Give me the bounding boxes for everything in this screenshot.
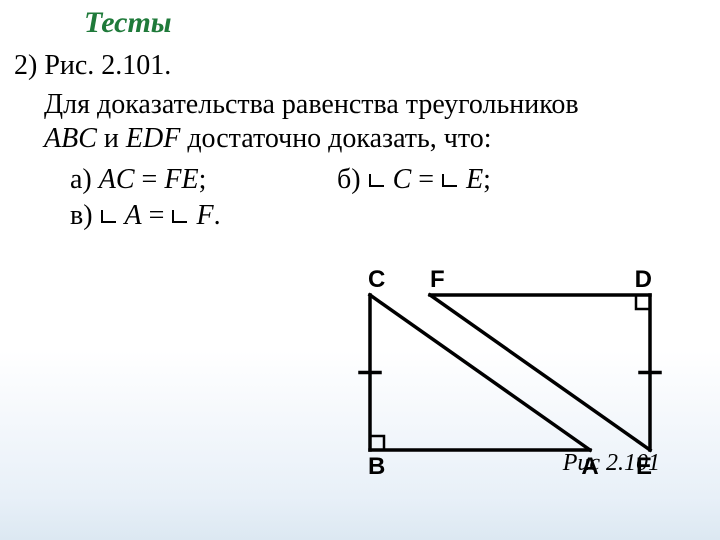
opt-b-end: ; bbox=[483, 164, 491, 195]
svg-text:C: C bbox=[368, 266, 385, 293]
svg-text:B: B bbox=[368, 453, 385, 480]
problem-number: 2) Рис. 2.101. bbox=[14, 50, 171, 82]
opt-a-prefix: а) bbox=[70, 164, 99, 195]
opt-c-end: . bbox=[214, 200, 221, 231]
opt-a-lhs: AC bbox=[99, 164, 135, 195]
angle-icon bbox=[368, 174, 386, 188]
opt-c-lhs: A bbox=[125, 200, 142, 231]
angle-icon bbox=[441, 174, 459, 188]
text-and: и bbox=[97, 123, 126, 154]
figure-wrap: CFDBAE Рис 2.101 bbox=[330, 255, 690, 485]
triangle-abc: ABC bbox=[44, 123, 97, 154]
opt-b-prefix: б) bbox=[337, 164, 368, 195]
problem-text: Для доказательства равенства треугольник… bbox=[44, 88, 708, 155]
options-block: а) AC = FE; б) C = E; в) A = F. bbox=[70, 164, 491, 236]
opt-a-rhs: FE bbox=[164, 164, 198, 195]
opt-a-eq: = bbox=[135, 164, 165, 195]
angle-icon bbox=[171, 210, 189, 224]
option-c: в) A = F. bbox=[70, 200, 221, 231]
page-title: Тесты bbox=[84, 6, 172, 40]
opt-a-end: ; bbox=[199, 164, 207, 195]
opt-b-lhs: C bbox=[393, 164, 412, 195]
svg-text:D: D bbox=[635, 266, 652, 293]
svg-text:F: F bbox=[430, 266, 445, 293]
figure-caption: Рис 2.101 bbox=[563, 450, 660, 477]
option-b: б) C = E; bbox=[337, 164, 491, 196]
triangle-edf: EDF bbox=[126, 123, 180, 154]
opt-b-rhs: E bbox=[466, 164, 483, 195]
opt-b-eq: = bbox=[411, 164, 441, 195]
text-tail: достаточно доказать, что: bbox=[180, 123, 491, 154]
opt-c-rhs: F bbox=[196, 200, 213, 231]
text-line1: Для доказательства равенства треугольник… bbox=[44, 89, 579, 120]
opt-c-prefix: в) bbox=[70, 200, 100, 231]
opt-c-eq: = bbox=[142, 200, 172, 231]
option-a: а) AC = FE; bbox=[70, 164, 330, 196]
angle-icon bbox=[100, 210, 118, 224]
